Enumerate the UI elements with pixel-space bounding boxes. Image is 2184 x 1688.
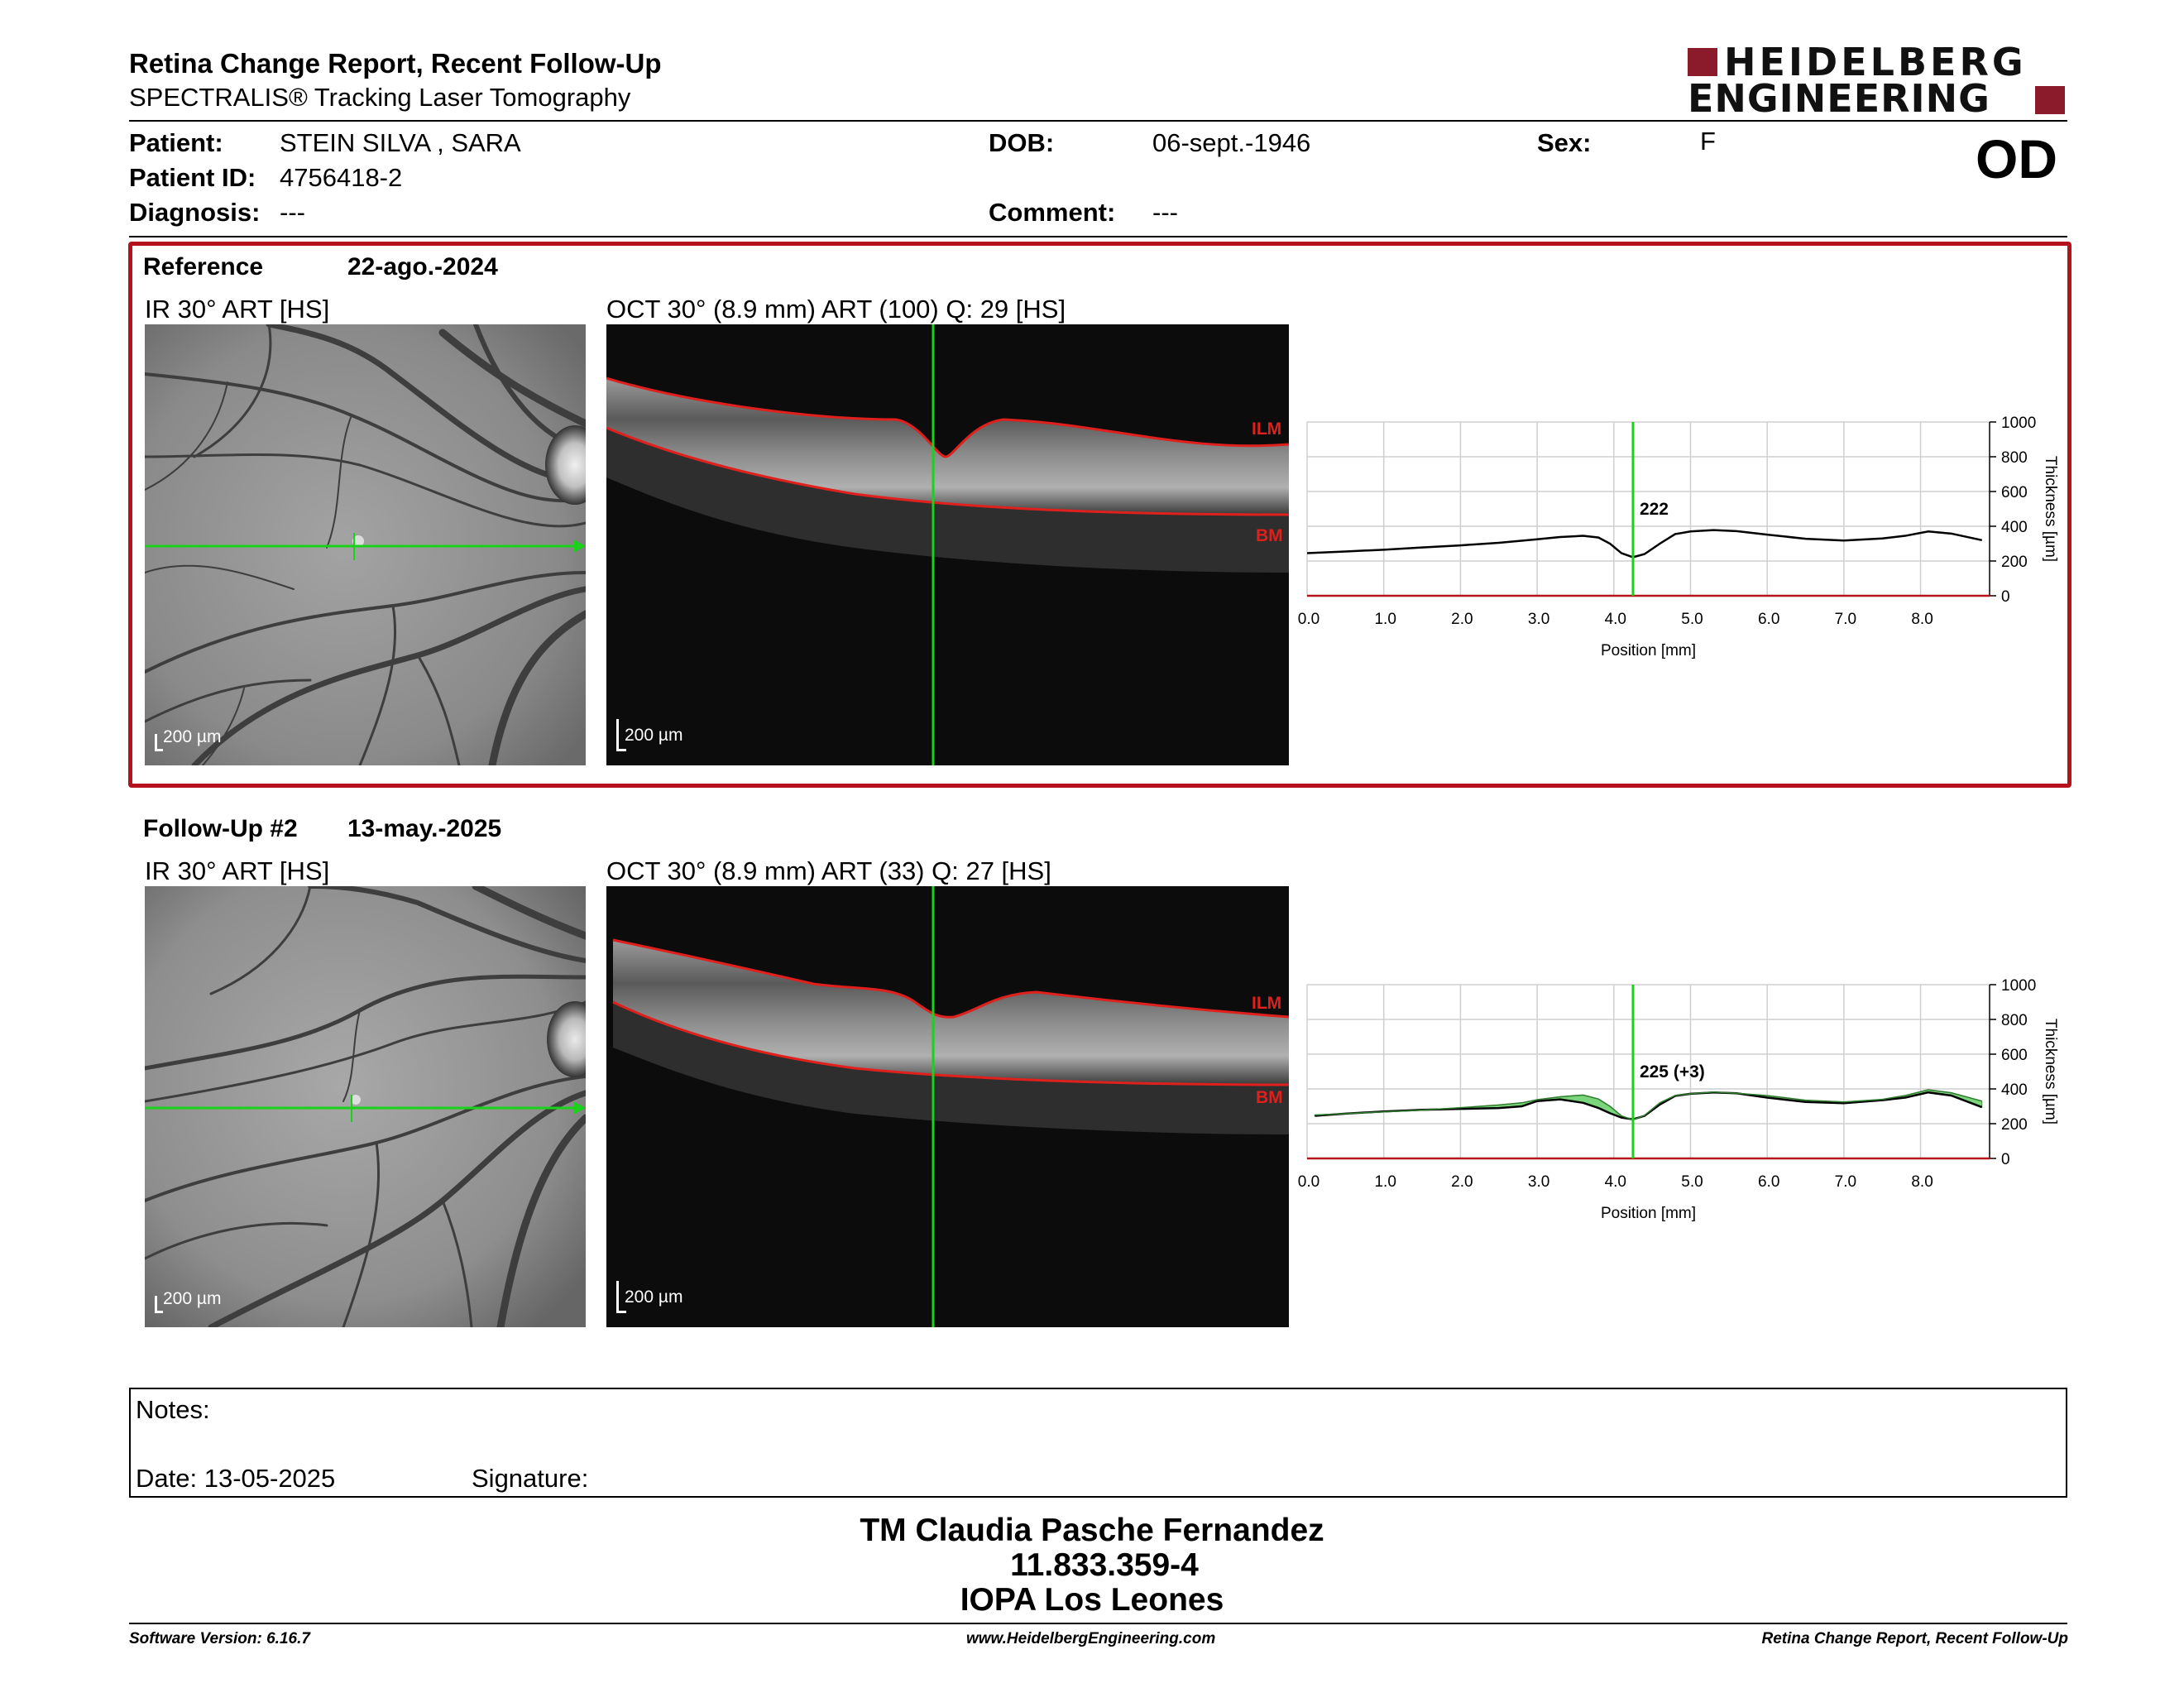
fu-chart-series-1 [1315,1089,1982,1121]
reference-date: 22-ago.-2024 [347,253,498,281]
reference-ir-title: IR 30° ART [HS] [145,295,330,324]
comment-label: Comment: [989,198,1116,227]
followup-ir-title: IR 30° ART [HS] [145,856,330,885]
followup-ir-image[interactable]: 200 µm [145,886,586,1327]
fu-chart-ylabel: Thickness [µm] [2042,1019,2059,1125]
fu-chart-xlabel: Position [mm] [1601,1205,1696,1222]
signer-place: IOPA Los Leones [960,1582,1224,1618]
notes-label: Notes: [136,1395,210,1424]
ref-chart-ytick-5: 1000 [2001,415,2036,432]
patient-id-label: Patient ID: [129,163,256,192]
reference-oct-title: OCT 30° (8.9 mm) ART (100) Q: 29 [HS] [606,295,1066,324]
reference-bscan-graphic: ILM BM [606,324,1289,765]
followup-bscan-graphic: ILM BM [612,886,1289,1327]
followup-ilm-label: ILM [1252,994,1281,1013]
footer-report-name: Retina Change Report, Recent Follow-Up [1761,1630,2068,1647]
dob-value: 06-sept.-1946 [1152,128,1311,157]
ref-chart-ytick-3: 600 [2001,484,2028,501]
fu-chart-cursor-label: 225 (+3) [1640,1062,1705,1081]
followup-date: 13-may.-2025 [347,815,502,842]
ref-chart-xtick-0: 0.0 [1298,611,1320,628]
sex-label: Sex: [1537,128,1592,157]
reference-thickness-chart: 0.0 1.0 2.0 3.0 4.0 5.0 6.0 7.0 8.0 0 200 400 600 800… [1298,415,2059,659]
fu-chart-xtick-1: 1.0 [1374,1173,1396,1191]
ref-chart-cursor-label: 222 [1640,500,1669,519]
sex-value: F [1700,127,1716,156]
patient-id: 4756418-2 [280,163,403,192]
reference-label: Reference [143,253,264,281]
ref-chart-xtick-3: 3.0 [1528,611,1549,628]
ref-chart-series-0 [1306,529,1982,559]
fu-chart-xtick-8: 8.0 [1911,1173,1933,1191]
ref-chart-xtick-2: 2.0 [1451,611,1473,628]
fu-chart-xtick-2: 2.0 [1451,1173,1473,1191]
reference-frame [128,242,2071,788]
diagnosis-label: Diagnosis: [129,198,261,227]
fu-chart-plot-area [1306,984,1990,1159]
fu-chart-xtick-4: 4.0 [1605,1173,1626,1191]
ref-chart-xtick-8: 8.0 [1911,611,1933,628]
heidelberg-logo: HEIDELBERG ENGINEERING [1688,40,2068,121]
patient-name-label: Patient: [129,128,223,157]
comment-value: --- [1152,198,1178,227]
fu-chart-xtick-5: 5.0 [1681,1173,1703,1191]
followup-thickness-chart: 0.0 1.0 2.0 3.0 4.0 5.0 6.0 7.0 8.0 0 200 400 600 800… [1298,977,2059,1222]
ref-chart-xtick-4: 4.0 [1605,611,1626,628]
footer-divider [129,1623,2067,1624]
patient-name: STEIN SILVA , SARA [280,128,521,157]
reference-oct-image[interactable]: ILM BM 200 µm [606,324,1289,765]
fu-chart-ytick-0: 0 [2001,1151,2010,1168]
fu-chart-ytick-2: 400 [2001,1081,2028,1099]
ref-chart-xtick-6: 6.0 [1758,611,1779,628]
notes-date: Date: 13-05-2025 [136,1464,336,1493]
ref-chart-ytick-4: 800 [2001,449,2028,467]
fu-chart-ytick-1: 200 [2001,1116,2028,1134]
reference-oct-scale-text: 200 µm [625,726,683,745]
followup-ir-scale-text: 200 µm [163,1289,222,1308]
report-subtitle: SPECTRALIS® Tracking Laser Tomography [129,83,631,112]
reference-ilm-label: ILM [1252,420,1281,439]
website-link[interactable]: www.HeidelbergEngineering.com [966,1630,1216,1647]
fu-chart-ytick-3: 600 [2001,1047,2028,1064]
ref-chart-ytick-1: 200 [2001,554,2028,571]
patient-divider [129,236,2067,237]
reference-ir-image[interactable]: 200 µm [145,324,586,765]
fu-chart-xtick-3: 3.0 [1528,1173,1549,1191]
fu-chart-xtick-6: 6.0 [1758,1173,1779,1191]
ref-chart-ytick-2: 400 [2001,519,2028,536]
diagnosis-value: --- [280,198,305,227]
followup-oct-image[interactable]: ILM BM 200 µm [606,886,1289,1327]
ref-chart-ytick-0: 0 [2001,588,2010,606]
followup-oct-scale-text: 200 µm [625,1288,683,1307]
reference-fundus-graphic [145,324,586,765]
ref-chart-xtick-7: 7.0 [1835,611,1856,628]
followup-oct-title: OCT 30° (8.9 mm) ART (33) Q: 27 [HS] [606,856,1051,885]
logo-line1: HEIDELBERG [1724,40,2027,84]
followup-bm-label: BM [1256,1088,1283,1107]
logo-square-icon [1688,48,1717,76]
signer-id: 11.833.359-4 [1010,1547,1199,1583]
notes-signature: Signature: [472,1464,589,1493]
followup-label: Follow-Up #2 [143,815,298,842]
followup-fundus-graphic [145,886,586,1327]
reference-ir-scale-text: 200 µm [163,727,222,746]
fu-chart-xtick-0: 0.0 [1298,1173,1320,1191]
ref-chart-ylabel: Thickness [µm] [2042,456,2059,562]
header-divider [129,120,2067,122]
report-title: Retina Change Report, Recent Follow-Up [129,48,662,79]
reference-bm-label: BM [1256,526,1283,545]
logo-square-icon-2 [2035,86,2065,114]
dob-label: DOB: [989,128,1055,157]
fu-chart-xtick-7: 7.0 [1835,1173,1856,1191]
logo-line2: ENGINEERING [1688,76,1990,121]
ref-chart-xlabel: Position [mm] [1601,642,1696,659]
ref-chart-xtick-1: 1.0 [1374,611,1396,628]
ref-chart-xtick-5: 5.0 [1681,611,1703,628]
fu-chart-ytick-4: 800 [2001,1012,2028,1029]
software-version: Software Version: 6.16.7 [129,1630,310,1647]
notes-box[interactable] [129,1388,2067,1498]
signer-name: TM Claudia Pasche Fernandez [860,1513,1324,1548]
fu-chart-ytick-5: 1000 [2001,977,2036,995]
eye-laterality: OD [1976,128,2057,189]
